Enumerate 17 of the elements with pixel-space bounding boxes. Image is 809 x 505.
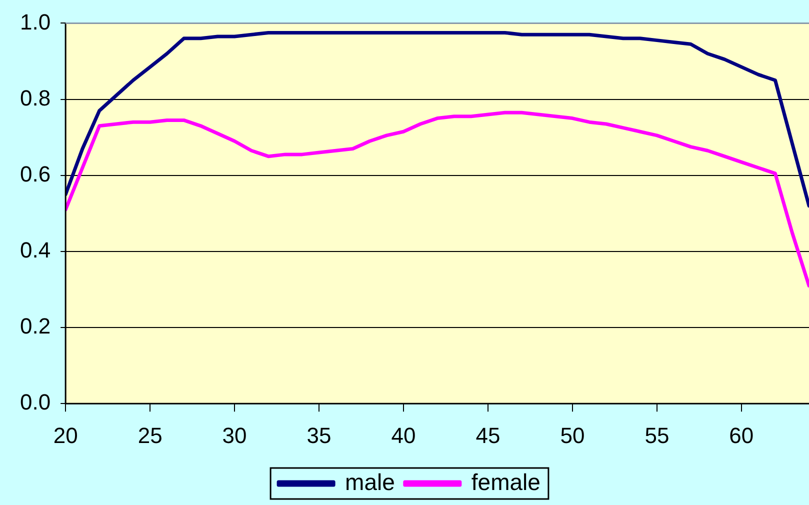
y-tick-label: 0.0	[20, 390, 51, 415]
y-tick-label: 0.4	[20, 238, 51, 263]
y-tick-label: 1.0	[20, 9, 51, 34]
x-tick-label: 35	[306, 422, 332, 448]
legend-label: female	[471, 468, 540, 495]
x-tick-label: 30	[222, 422, 247, 448]
x-tick-label: 20	[53, 422, 78, 448]
y-tick-label: 0.8	[20, 85, 51, 110]
y-tick-label: 0.2	[20, 314, 51, 339]
x-tick-label: 50	[560, 422, 585, 448]
x-tick-label: 40	[391, 422, 416, 448]
legend-label: male	[345, 468, 395, 495]
x-tick-label: 25	[138, 422, 162, 448]
x-tick-label: 45	[476, 422, 500, 448]
x-tick-label: 60	[729, 422, 754, 448]
x-tick-label: 55	[644, 422, 670, 448]
y-tick-label: 0.6	[20, 161, 51, 186]
